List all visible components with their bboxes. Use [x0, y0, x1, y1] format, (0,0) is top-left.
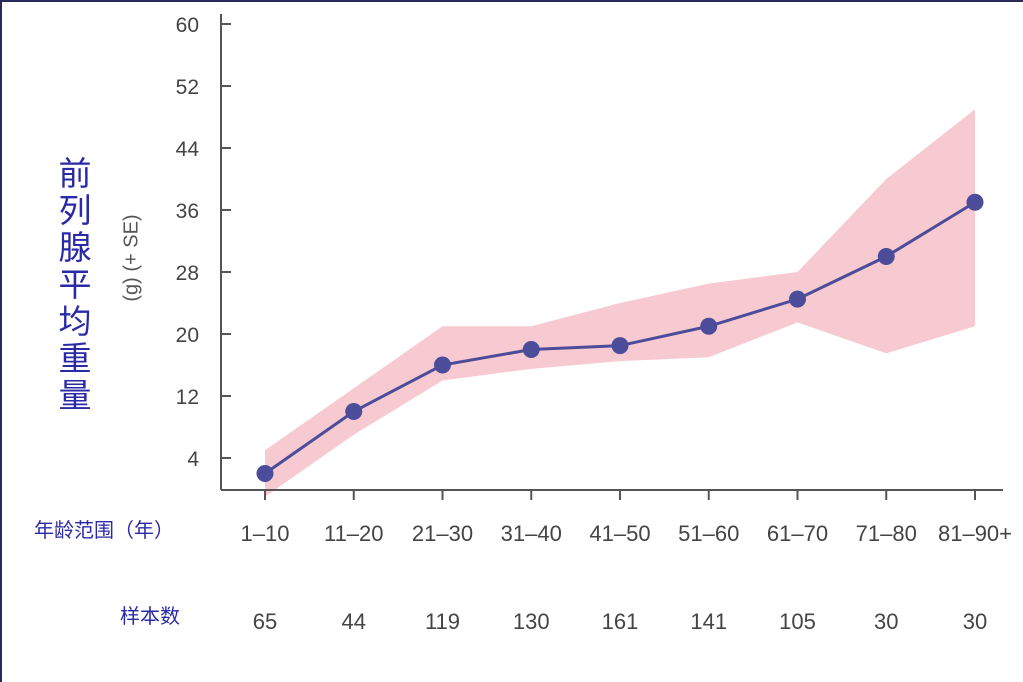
se-band	[265, 109, 975, 497]
x-tick-label: 11–20	[324, 521, 384, 546]
sample-count-value: 130	[513, 609, 550, 634]
sample-count-value: 30	[963, 609, 987, 634]
frame-top-border	[0, 0, 1023, 2]
x-tick-label: 31–40	[501, 521, 562, 546]
frame-left-border	[0, 0, 2, 682]
data-point	[877, 248, 895, 265]
x-tick-label: 81–90+	[938, 521, 1012, 546]
y-tick-label: 60	[176, 14, 199, 37]
y-tick-label: 28	[176, 262, 199, 285]
y-tick-label: 20	[176, 324, 199, 347]
data-point	[522, 341, 540, 358]
x-axis-title: 年龄范围（年）	[34, 518, 174, 542]
sample-count-value: 105	[779, 609, 816, 634]
data-point	[256, 465, 274, 482]
y-tick-label: 36	[176, 200, 199, 223]
y-axis-title: 前列腺平均重量	[58, 154, 92, 415]
sample-count-value: 30	[874, 609, 898, 634]
y-tick-label: 44	[176, 138, 200, 161]
x-tick-label: 51–60	[678, 521, 739, 546]
data-point	[700, 317, 718, 335]
sample-count-label: 样本数	[120, 604, 180, 628]
data-point	[345, 403, 363, 420]
sample-count-value: 161	[602, 609, 639, 634]
y-tick-label: 12	[176, 386, 199, 409]
sample-count-value: 119	[425, 609, 460, 634]
data-point	[611, 337, 629, 355]
data-point	[966, 193, 984, 211]
x-tick-label: 21–30	[412, 521, 473, 546]
data-point	[434, 356, 451, 374]
sample-count-value: 65	[253, 609, 277, 634]
x-tick-label: 41–50	[589, 521, 650, 546]
sample-count-value: 44	[342, 609, 366, 634]
y-tick-label: 4	[187, 448, 199, 471]
x-tick-label: 1–10	[241, 521, 290, 546]
y-tick-label: 52	[176, 76, 199, 99]
sample-count-value: 141	[690, 609, 727, 634]
x-tick-label: 71–80	[856, 521, 917, 546]
data-point	[789, 290, 806, 308]
x-tick-label: 61–70	[767, 521, 828, 546]
